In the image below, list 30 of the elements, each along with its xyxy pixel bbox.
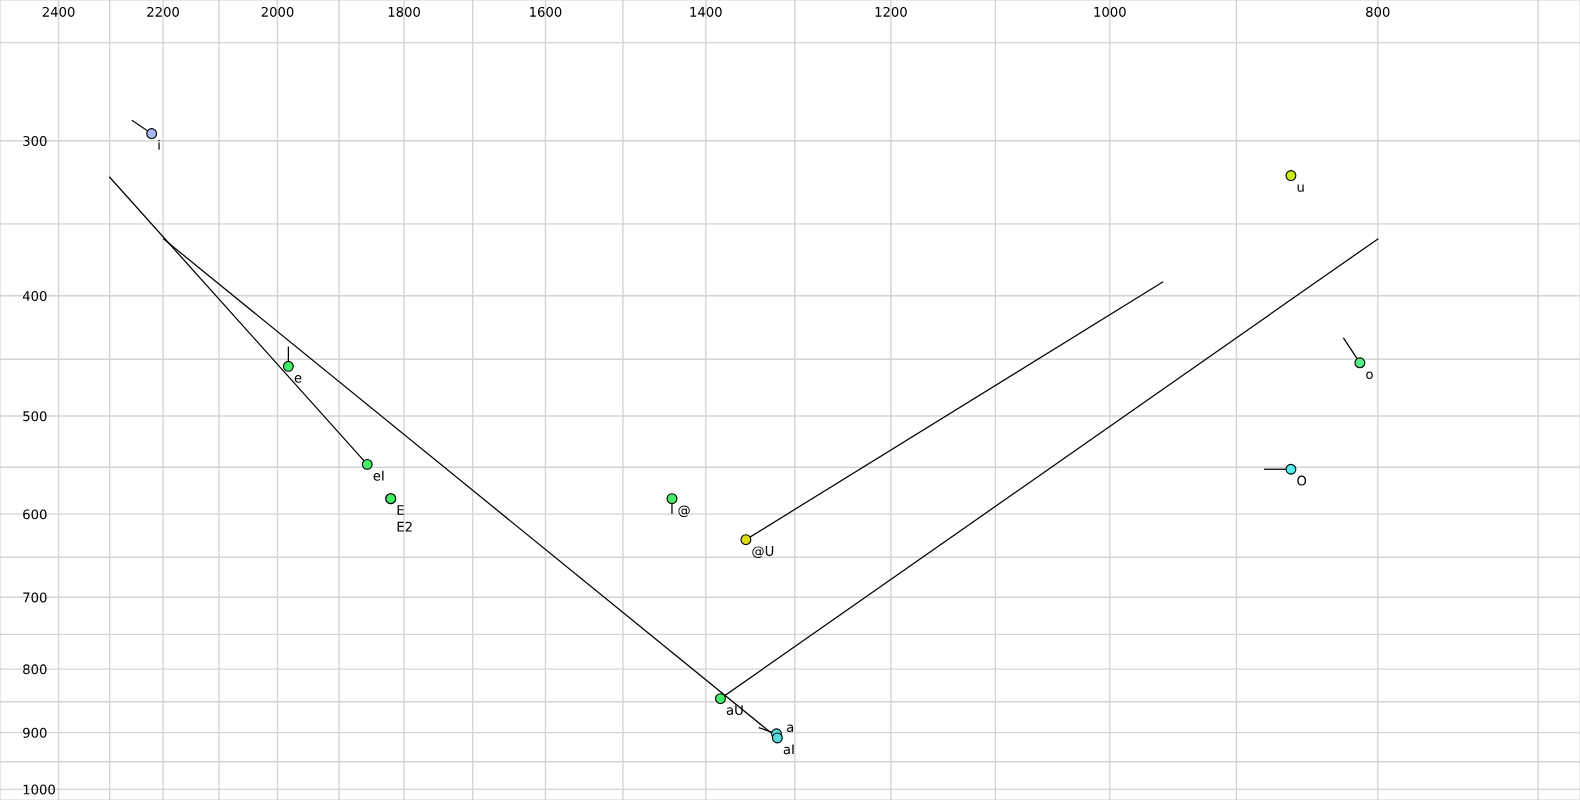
x-tick-label: 2000 xyxy=(261,6,294,17)
annotation: e xyxy=(294,375,302,383)
annotation: E2 xyxy=(397,521,412,532)
x-tick-label: 2200 xyxy=(147,6,179,17)
y-tick-label: 600 xyxy=(23,509,47,520)
annotation: E xyxy=(397,505,404,515)
annotation: aI xyxy=(783,744,794,755)
annotation: @U xyxy=(752,546,774,559)
annotation: o xyxy=(1366,371,1373,380)
x-tick-label: 1400 xyxy=(690,6,722,17)
y-tick-label: 1000 xyxy=(23,784,55,795)
y-tick-label: 400 xyxy=(22,290,47,301)
annotation: @ xyxy=(678,505,690,518)
x-tick-label: 1600 xyxy=(530,6,562,17)
x-tick-label: 1000 xyxy=(1094,6,1126,17)
x-tick-label: 1800 xyxy=(388,6,420,17)
annotation: u xyxy=(1297,184,1304,192)
y-tick-label: 300 xyxy=(23,136,47,146)
y-tick-label: 500 xyxy=(23,411,47,422)
y-tick-label: 800 xyxy=(23,664,47,675)
annotation: a xyxy=(786,724,794,733)
x-tick-label: 1200 xyxy=(875,6,907,17)
annotation: O xyxy=(1297,475,1307,486)
annotation: aU xyxy=(726,705,743,715)
x-tick-label: 800 xyxy=(1366,6,1390,17)
annotation: eI xyxy=(373,470,384,481)
y-tick-label: 900 xyxy=(23,727,47,738)
x-tick-label: 2400 xyxy=(42,6,75,17)
y-tick-label: 700 xyxy=(23,592,47,603)
annotation: i xyxy=(158,139,160,150)
